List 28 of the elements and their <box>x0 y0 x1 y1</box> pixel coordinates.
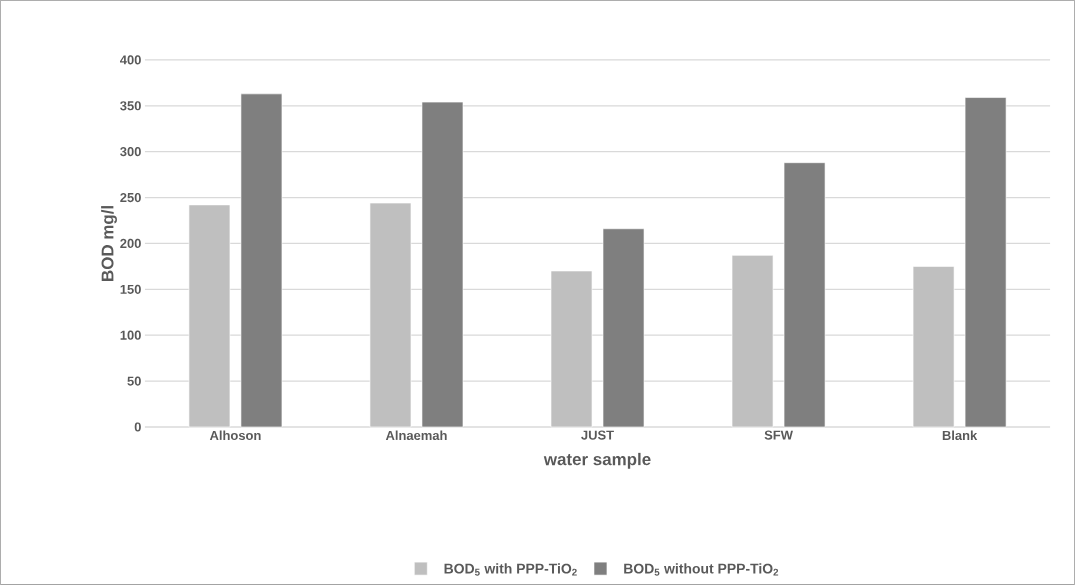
y-axis-title: BOD mg/l <box>101 206 117 281</box>
y-tick-label: 400 <box>120 55 141 65</box>
bar <box>550 270 593 428</box>
x-tick-label: Blank <box>942 430 978 441</box>
y-tick-label: 350 <box>120 101 141 111</box>
y-tick-label: 100 <box>120 330 141 340</box>
y-tick-label: 150 <box>120 284 141 294</box>
legend-label: BOD$_{5}$ without PPP-TiO$_{2}$ <box>624 563 779 576</box>
bar <box>240 93 283 428</box>
bar <box>421 101 464 428</box>
x-tick-label: Alnaemah <box>385 430 447 441</box>
x-tick-label: JUST <box>581 430 614 440</box>
bar <box>964 97 1007 428</box>
y-tick-label: 50 <box>127 376 141 386</box>
bar <box>369 202 412 428</box>
bar <box>602 228 645 428</box>
x-tick-label: Alhoson <box>209 430 261 441</box>
y-tick-label: 200 <box>120 238 141 249</box>
bar <box>188 204 231 428</box>
bar <box>731 255 774 428</box>
y-tick-label: 250 <box>120 193 141 203</box>
y-tick-label: 300 <box>120 147 141 157</box>
x-tick-label: SFW <box>764 430 793 440</box>
bar <box>783 162 826 428</box>
x-axis-title: water sample <box>543 452 651 469</box>
bar <box>912 266 955 428</box>
legend-label: BOD$_{5}$ with PPP-TiO$_{2}$ <box>444 563 577 576</box>
y-tick-label: 0 <box>134 422 141 432</box>
